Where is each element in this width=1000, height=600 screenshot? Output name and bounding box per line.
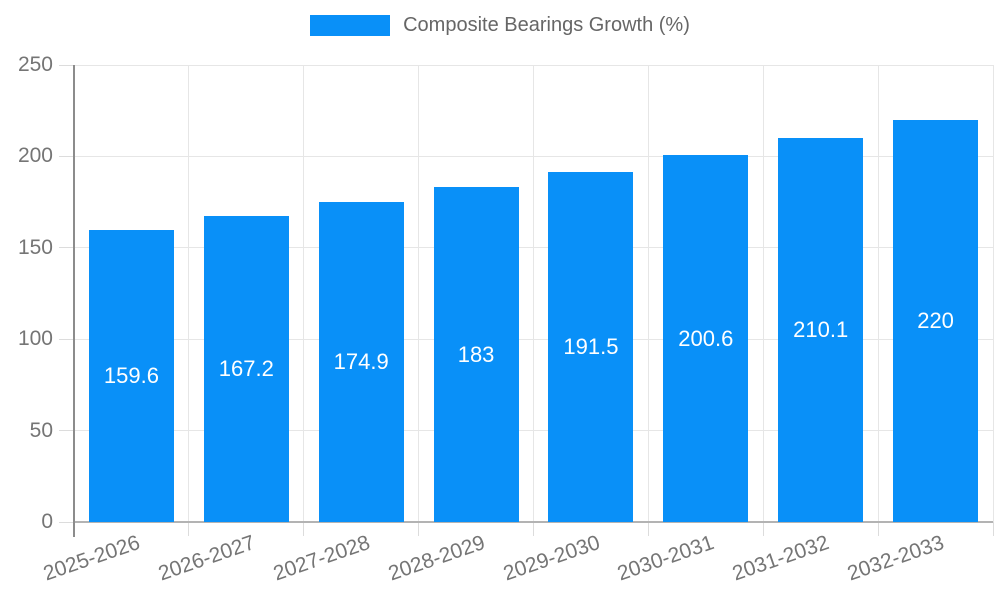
x-axis-tick bbox=[647, 522, 649, 536]
x-axis-tick bbox=[762, 522, 764, 536]
y-axis-tick bbox=[59, 155, 74, 157]
y-axis-tick bbox=[59, 64, 74, 66]
x-gridline bbox=[418, 65, 420, 522]
bar: 191.5 bbox=[548, 171, 634, 522]
bar-value-label: 159.6 bbox=[103, 363, 159, 389]
y-axis-tick-label: 50 bbox=[29, 418, 53, 442]
x-gridline bbox=[303, 65, 305, 522]
x-axis-tick-label: 2026-2027 bbox=[155, 531, 258, 586]
legend-label: Composite Bearings Growth (%) bbox=[403, 14, 690, 36]
y-axis-tick-label: 150 bbox=[17, 235, 53, 259]
legend-item[interactable]: Composite Bearings Growth (%) bbox=[310, 14, 690, 37]
bar-value-label: 183 bbox=[457, 341, 495, 367]
bar-value-label: 191.5 bbox=[563, 333, 619, 359]
x-axis-tick-label: 2029-2030 bbox=[499, 531, 603, 586]
bar: 174.9 bbox=[318, 202, 404, 522]
y-axis-tick-label: 250 bbox=[17, 53, 53, 76]
x-gridline bbox=[188, 65, 190, 522]
x-axis-tick bbox=[877, 522, 879, 536]
x-gridline bbox=[762, 65, 764, 522]
y-axis-tick bbox=[59, 338, 74, 340]
x-axis-tick-label: 2032-2033 bbox=[844, 531, 948, 586]
bar-value-label: 174.9 bbox=[333, 349, 389, 375]
x-axis-tick bbox=[303, 522, 305, 536]
legend: Composite Bearings Growth (%) bbox=[0, 14, 1000, 37]
y-axis-tick-label: 0 bbox=[41, 510, 53, 533]
x-axis-line bbox=[74, 521, 993, 523]
bar-value-label: 167.2 bbox=[218, 356, 274, 382]
x-axis-tick-label: 2028-2029 bbox=[385, 531, 488, 586]
x-axis-tick bbox=[992, 522, 994, 536]
legend-color-swatch bbox=[310, 15, 391, 36]
y-axis-tick-label: 100 bbox=[17, 327, 53, 351]
x-axis-tick bbox=[418, 522, 420, 536]
x-axis-tick-label: 2025-2026 bbox=[40, 531, 143, 586]
x-axis-tick bbox=[533, 522, 534, 536]
bar: 200.6 bbox=[663, 155, 749, 522]
bar: 220 bbox=[893, 119, 979, 522]
bar-value-label: 220 bbox=[917, 307, 954, 333]
bar-value-label: 210.1 bbox=[793, 316, 849, 342]
bar: 210.1 bbox=[778, 137, 864, 522]
y-axis-tick bbox=[59, 247, 74, 249]
y-axis-tick bbox=[59, 521, 74, 523]
x-axis-tick-label: 2030-2031 bbox=[614, 531, 718, 586]
bar: 183 bbox=[433, 187, 519, 522]
y-axis-tick-label: 200 bbox=[17, 144, 53, 168]
bar-value-label: 200.6 bbox=[678, 325, 734, 351]
bar: 159.6 bbox=[88, 230, 174, 522]
y-axis-line bbox=[73, 65, 75, 537]
x-axis-tick-label: 2031-2032 bbox=[729, 531, 833, 586]
x-gridline bbox=[533, 65, 534, 522]
x-axis-tick bbox=[188, 522, 190, 536]
x-axis-tick-label: 2027-2028 bbox=[270, 531, 373, 586]
x-gridline bbox=[992, 65, 994, 522]
x-gridline bbox=[647, 65, 649, 522]
bar: 167.2 bbox=[203, 216, 289, 522]
y-axis-tick bbox=[59, 430, 74, 432]
x-gridline bbox=[877, 65, 879, 522]
